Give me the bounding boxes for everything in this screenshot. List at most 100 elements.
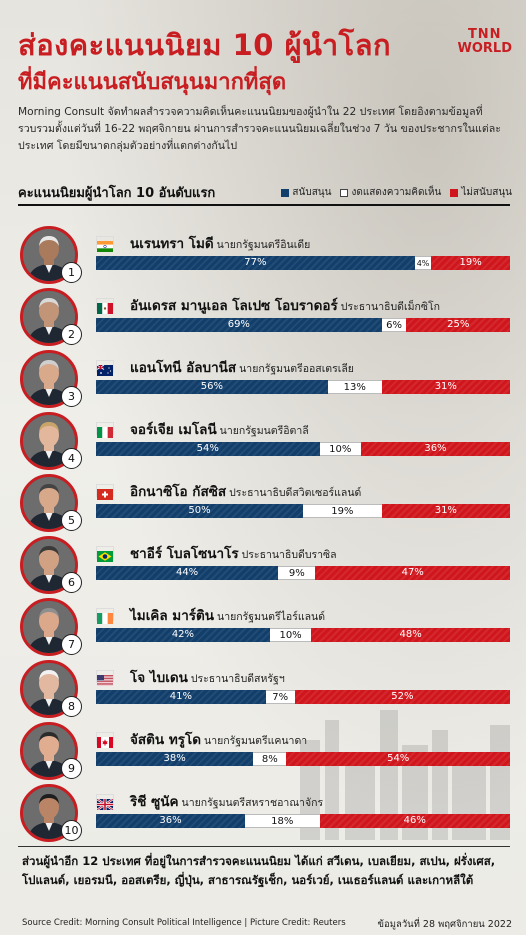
ireland-flag-icon: [96, 608, 114, 624]
bar-segment-support: 54%: [96, 442, 320, 456]
leader-row: 8 โจ ไบเดน ประธานาธิบดีสหรัฐฯ 41% 7% 52%: [0, 660, 526, 722]
legend-item-support: สนับสนุน: [281, 185, 331, 200]
bar-segment-support: 50%: [96, 504, 303, 518]
bar-segment-neutral: 7%: [265, 690, 295, 704]
leader-name-line: ชาอีร์ โบลโซนาโร ประธานาธิบดีบราซิล: [130, 542, 337, 564]
data-label: 6%: [386, 320, 402, 331]
chart-title: คะแนนนิยมผู้นำโลก 10 อันดับแรก: [18, 186, 216, 201]
bar-segment-neutral: 9%: [278, 566, 316, 580]
bar-segment-oppose: 36%: [360, 442, 510, 456]
leader-name-line: จอร์เจีย เมโลนี นายกรัฐมนตรีอิตาลี: [130, 418, 309, 440]
leader-row: 4 จอร์เจีย เมโลนี นายกรัฐมนตรีอิตาลี 54% 10%…: [0, 412, 526, 474]
data-label: 50%: [188, 505, 211, 516]
rank-badge: 3: [61, 386, 82, 407]
legend-item-neutral: งดแสดงความคิดเห็น: [340, 185, 441, 200]
leader-row: 9 จัสติน ทรูโด นายกรัฐมนตรีแคนาดา 38% 8% 54%: [0, 722, 526, 784]
data-label: 56%: [200, 381, 224, 392]
data-label: 25%: [447, 319, 470, 330]
data-label: 19%: [331, 506, 354, 517]
data-label: 42%: [171, 629, 195, 640]
leader-role: นายกรัฐมนตรีออสเตรเลีย: [239, 363, 354, 375]
rank-badge: 7: [61, 634, 82, 655]
leader-name: ริชี ซูนัค: [130, 794, 179, 810]
data-label: 41%: [169, 691, 192, 702]
approval-bar: 77% 4% 19%: [96, 256, 510, 270]
leader-row: 6 ชาอีร์ โบลโซนาโร ประธานาธิบดีบราซิล 44% 9%…: [0, 536, 526, 598]
bar-segment-oppose: 47%: [315, 566, 510, 580]
leader-name: นเรนทรา โมดี: [130, 236, 214, 252]
leader-name: แอนโทนี อัลบานีส: [130, 360, 237, 376]
data-label: 31%: [434, 381, 457, 392]
bar-segment-neutral: 13%: [327, 380, 382, 394]
data-label: 44%: [175, 567, 199, 578]
leader-name-line: จัสติน ทรูโด นายกรัฐมนตรีแคนาดา: [130, 728, 307, 750]
leader-role: ประธานาธิบดีสหรัฐฯ: [190, 673, 285, 685]
bar-segment-oppose: 31%: [381, 504, 510, 518]
approval-bar: 38% 8% 54%: [96, 752, 510, 766]
rank-badge: 10: [61, 820, 82, 841]
rank-badge: 6: [61, 572, 82, 593]
bar-segment-neutral: 10%: [319, 442, 361, 456]
chart-legend: สนับสนุน งดแสดงความคิดเห็น ไม่สนับสนุน: [281, 185, 512, 200]
bar-segment-oppose: 48%: [311, 628, 510, 642]
bar-segment-neutral: 4%: [414, 256, 432, 270]
data-label: 77%: [244, 257, 267, 268]
leader-name: โจ ไบเดน: [130, 670, 188, 686]
approval-bar: 69% 6% 25%: [96, 318, 510, 332]
leader-role: นายกรัฐมนตรีอิตาลี: [219, 425, 309, 437]
data-label: 7%: [272, 692, 289, 703]
source-credit: Source Credit: Morning Consult Political…: [22, 918, 346, 928]
leader-avatar: [20, 784, 78, 842]
leader-name-line: อันเดรส มานูเอล โลเปซ โอบราดอร์ ประธานาธิ…: [130, 294, 440, 316]
data-label: 13%: [343, 382, 366, 393]
data-label: 54%: [196, 443, 219, 454]
bar-segment-support: 36%: [96, 814, 246, 828]
leader-role: นายกรัฐมนตรีไอร์แลนด์: [217, 611, 326, 623]
mexico-flag-icon: [96, 298, 114, 314]
data-label: 47%: [401, 567, 424, 578]
footer-divider: [18, 846, 510, 847]
legend-item-oppose: ไม่สนับสนุน: [450, 185, 512, 200]
leader-avatar: [20, 350, 78, 408]
leader-name: ชาอีร์ โบลโซนาโร: [130, 546, 239, 562]
page-subtitle: ที่มีคะแนนสนับสนุนมากที่สุด: [18, 70, 287, 95]
leader-name-line: ไมเคิล มาร์ติน นายกรัฐมนตรีไอร์แลนด์: [130, 604, 325, 626]
rank-badge: 9: [61, 758, 82, 779]
data-label: 69%: [227, 319, 250, 330]
leader-role: ประธานาธิบดีบราซิล: [241, 549, 337, 561]
rank-badge: 8: [61, 696, 82, 717]
approval-bar: 36% 18% 46%: [96, 814, 510, 828]
leader-role: นายกรัฐมนตรีแคนาดา: [204, 735, 308, 747]
leader-row: 5 อิกนาซิโอ กัสซิส ประธานาธิบดีสวิตเซอร์แล…: [0, 474, 526, 536]
bar-segment-neutral: 19%: [303, 504, 382, 518]
leader-row: 3 แอนโทนี อัลบานีส นายกรัฐมนตรีออสเตรเลีย 5…: [0, 350, 526, 412]
leader-name: จอร์เจีย เมโลนี: [130, 422, 217, 438]
approval-bar: 41% 7% 52%: [96, 690, 510, 704]
bar-segment-neutral: 6%: [381, 318, 407, 332]
data-date: ข้อมูลวันที่ 28 พฤศจิกายน 2022: [377, 919, 512, 930]
rank-badge: 2: [61, 324, 82, 345]
approval-bar: 50% 19% 31%: [96, 504, 510, 518]
bar-segment-oppose: 31%: [381, 380, 510, 394]
bar-segment-support: 44%: [96, 566, 279, 580]
leader-name: จัสติน ทรูโด: [130, 732, 202, 748]
page-title: ส่องคะแนนนิยม 10 ผู้นำโลก: [18, 28, 392, 62]
approval-bar: 56% 13% 31%: [96, 380, 510, 394]
switzerland-flag-icon: [96, 484, 114, 500]
leader-name: อันเดรส มานูเอล โลเปซ โอบราดอร์: [130, 298, 338, 314]
data-label: 31%: [434, 505, 457, 516]
leader-name-line: อิกนาซิโอ กัสซิส ประธานาธิบดีสวิตเซอร์แลน…: [130, 480, 361, 502]
bar-segment-neutral: 18%: [245, 814, 320, 828]
bar-segment-oppose: 19%: [431, 256, 510, 270]
rank-badge: 4: [61, 448, 82, 469]
data-label: 19%: [459, 257, 482, 268]
tnn-world-logo: TNN WORLD: [458, 28, 512, 56]
logo-line1: TNN: [467, 27, 502, 42]
canada-flag-icon: [96, 732, 114, 748]
brazil-flag-icon: [96, 546, 114, 562]
leader-role: ประธานาธิบดีสวิตเซอร์แลนด์: [229, 487, 362, 499]
bar-segment-support: 77%: [96, 256, 415, 270]
rank-badge: 5: [61, 510, 82, 531]
leader-name: ไมเคิล มาร์ติน: [130, 608, 215, 624]
